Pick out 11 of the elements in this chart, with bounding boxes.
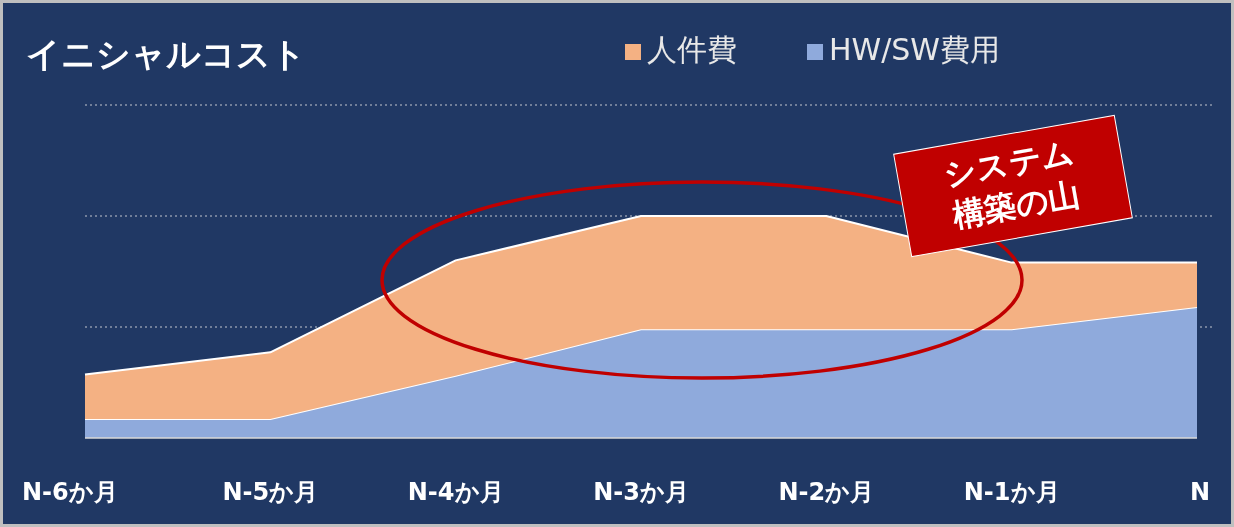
chart-title: イニシャルコスト — [26, 34, 306, 74]
x-tick-label: N-2か月 — [778, 478, 875, 506]
x-tick-label: N — [1189, 478, 1210, 506]
legend-label: 人件費 — [647, 32, 737, 67]
legend-label: HW/SW費用 — [829, 32, 1001, 67]
x-tick-label: N-5か月 — [222, 478, 319, 506]
x-tick-label: N-6か月 — [22, 478, 118, 506]
annotation: システム構築の山 — [940, 133, 1084, 235]
x-tick-label: N-1か月 — [963, 478, 1060, 506]
x-tick-label: N-3か月 — [593, 478, 689, 506]
x-tick-label: N-4か月 — [407, 478, 504, 506]
